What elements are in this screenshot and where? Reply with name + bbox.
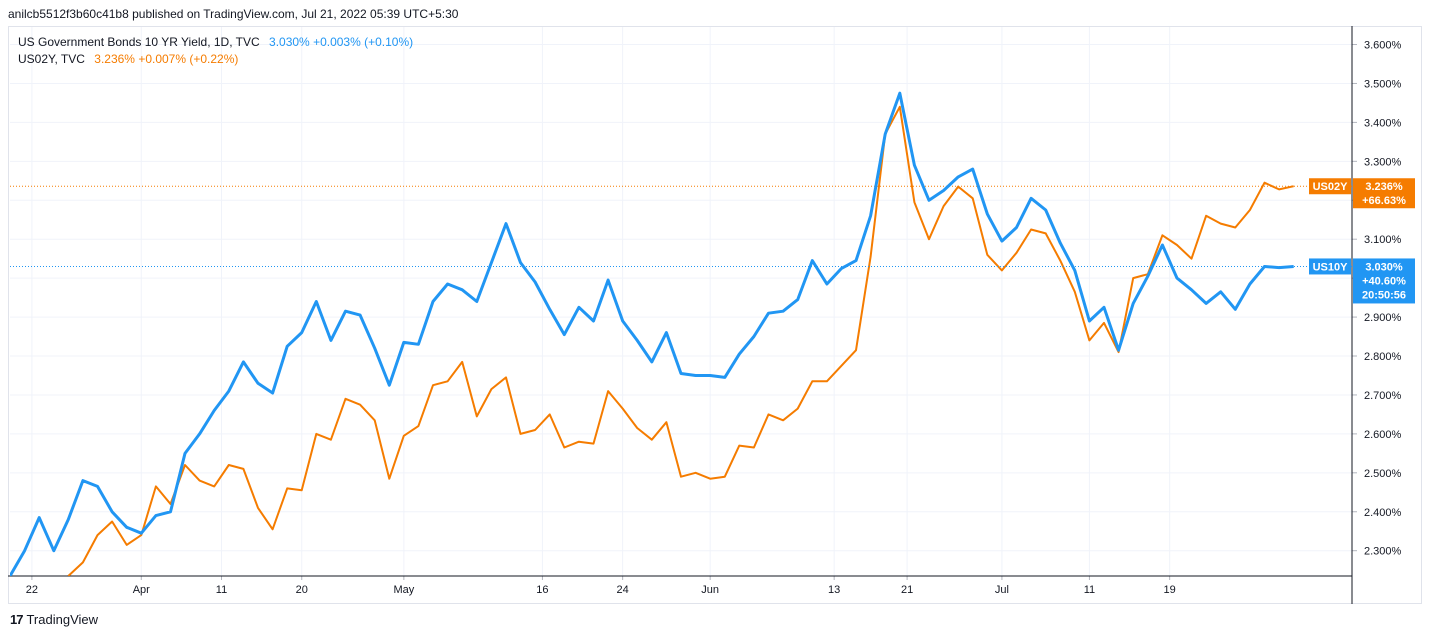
series-tag-label: US02Y: [1313, 181, 1349, 193]
y-tick-label: 3.500%: [1364, 78, 1402, 90]
x-tick-label: 19: [1164, 584, 1176, 596]
series-tag-us02y: [1309, 178, 1351, 195]
y-tick-label: 3.100%: [1364, 234, 1402, 246]
series-value-box-us02y: [1353, 178, 1415, 209]
x-tick-label: May: [393, 584, 414, 596]
tradingview-logo-text: TradingView: [26, 612, 99, 627]
series-value-label: 3.236%: [1365, 181, 1403, 193]
series-value-label: 20:50:56: [1362, 289, 1406, 301]
published-line: anilcb5512f3b60c41b8 published on Tradin…: [8, 7, 459, 21]
series-tag-label: US10Y: [1313, 261, 1349, 273]
y-tick-label: 2.500%: [1364, 468, 1402, 480]
x-tick-label: Jun: [701, 584, 719, 596]
legend-us10y-values: 3.030% +0.003% (+0.10%): [269, 35, 414, 49]
series-value-label: +66.63%: [1362, 195, 1406, 207]
tradingview-logo-icon: 17: [10, 612, 24, 627]
y-tick-label: 3.400%: [1364, 117, 1402, 129]
legend-us02y-name: US02Y, TVC: [18, 52, 85, 66]
x-tick-label: Jul: [995, 584, 1009, 596]
legend-us10y-name: US Government Bonds 10 YR Yield, 1D, TVC: [18, 35, 260, 49]
y-tick-label: 2.300%: [1364, 546, 1402, 558]
legend-us02y-values: 3.236% +0.007% (+0.22%): [94, 52, 239, 66]
x-tick-label: Apr: [133, 584, 150, 596]
series-tag-us10y: [1309, 258, 1351, 275]
y-tick-label: 3.600%: [1364, 40, 1402, 52]
series-value-label: +40.60%: [1362, 275, 1406, 287]
series-value-label: 3.030%: [1365, 261, 1403, 273]
x-tick-label: 11: [1084, 584, 1095, 596]
series-value-box-us10y: [1353, 258, 1415, 304]
y-tick-label: 2.900%: [1364, 312, 1402, 324]
x-tick-label: 24: [617, 584, 629, 596]
chart-frame[interactable]: [8, 26, 1422, 604]
series-line-us02y[interactable]: [67, 105, 1294, 576]
x-tick-label: 21: [901, 584, 913, 596]
y-tick-label: 2.800%: [1364, 351, 1402, 363]
y-tick-label: 2.700%: [1364, 390, 1402, 402]
x-tick-label: 16: [536, 584, 548, 596]
series-line-us10y[interactable]: [10, 91, 1294, 576]
y-tick-label: 2.400%: [1364, 507, 1402, 519]
y-tick-label: 2.600%: [1364, 429, 1402, 441]
x-tick-label: 20: [296, 584, 308, 596]
x-tick-label: 13: [828, 584, 840, 596]
x-tick-label: 22: [26, 584, 38, 596]
legend-us10y[interactable]: US Government Bonds 10 YR Yield, 1D, TVC…: [18, 35, 413, 49]
y-tick-label: 3.300%: [1364, 156, 1402, 168]
tradingview-logo[interactable]: 17 TradingView: [10, 612, 98, 627]
x-tick-label: 11: [216, 584, 227, 596]
legend-us02y[interactable]: US02Y, TVC 3.236% +0.007% (+0.22%): [18, 52, 238, 66]
